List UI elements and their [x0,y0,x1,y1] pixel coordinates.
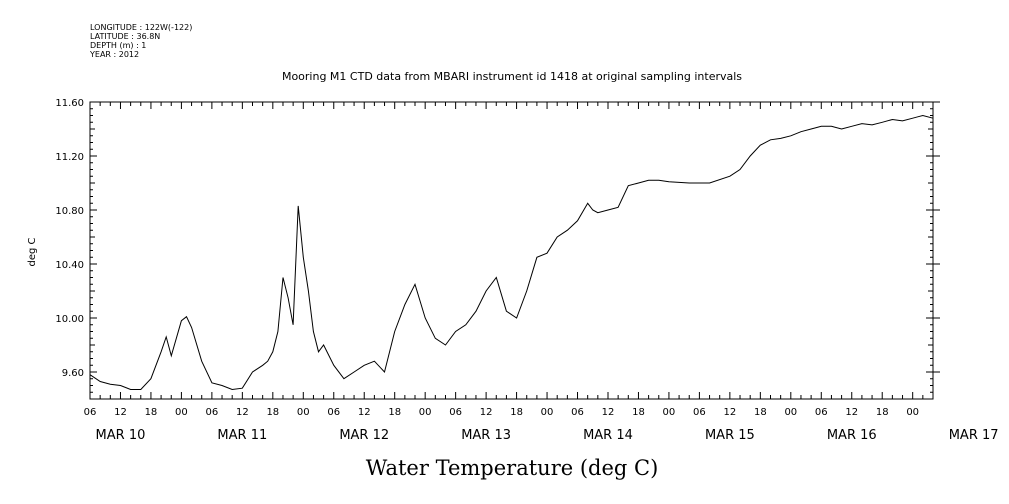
plot-frame [89,101,934,400]
x-hour-label: 00 [175,407,188,418]
x-day-label: MAR 16 [827,428,877,443]
x-day-label: MAR 15 [705,428,755,443]
x-hour-label: 18 [388,407,401,418]
x-hour-label: 00 [297,407,310,418]
chart-title: Mooring M1 CTD data from MBARI instrumen… [282,70,742,83]
x-hour-label: 12 [480,407,493,418]
latitude-label: LATITUDE : 36.8N [90,32,160,41]
x-hour-label: 12 [724,407,737,418]
x-hour-label: 12 [845,407,858,418]
x-hour-label: 00 [541,407,554,418]
y-tick-label: 9.60 [62,368,84,379]
x-axis-title: Water Temperature (deg C) [366,456,659,480]
year-label: YEAR : 2012 [89,50,139,59]
y-tick-label: 10.00 [55,314,84,325]
x-hour-label: 12 [236,407,249,418]
x-hour-label: 12 [358,407,371,418]
x-hour-label: 18 [145,407,158,418]
x-hour-label: 12 [114,407,127,418]
x-hour-label: 06 [571,407,584,418]
x-hour-label: 06 [84,407,97,418]
x-day-label: MAR 12 [339,428,389,443]
y-tick-label: 10.40 [55,260,84,271]
x-day-label: MAR 10 [96,428,146,443]
y-tick-label: 11.20 [55,152,84,163]
x-hour-label: 12 [602,407,615,418]
longitude-label: LONGITUDE : 122W(-122) [90,23,192,32]
y-tick-label: 11.60 [55,98,84,109]
x-day-label: MAR 11 [217,428,267,443]
y-tick-label: 10.80 [55,206,84,217]
x-day-label: MAR 17 [949,428,999,443]
depth-label: DEPTH (m) : 1 [90,41,146,50]
x-axis: 06 12 18 00 06 12 18 00 06 12 18 00 06 12 18 00 06 12 18 00… [84,102,999,443]
x-hour-label: 18 [510,407,523,418]
x-hour-label: 06 [693,407,706,418]
plot-area [89,114,934,391]
x-hour-label: 06 [449,407,462,418]
x-hour-label: 18 [266,407,279,418]
x-hour-label: 18 [632,407,645,418]
x-hour-label: 18 [876,407,889,418]
y-axis: 9.60 10.00 10.40 10.80 11.20 11.60 [55,98,940,400]
x-hour-label: 00 [784,407,797,418]
y-axis-label: deg C [27,237,38,266]
x-hour-label: 00 [663,407,676,418]
x-hour-label: 00 [419,407,432,418]
x-hour-label: 18 [754,407,767,418]
x-day-label: MAR 13 [461,428,511,443]
x-hour-label: 06 [815,407,828,418]
x-hour-label: 00 [906,407,919,418]
x-hour-label: 06 [206,407,219,418]
x-hour-label: 06 [327,407,340,418]
temperature-series-line [89,114,934,391]
x-day-label: MAR 14 [583,428,633,443]
